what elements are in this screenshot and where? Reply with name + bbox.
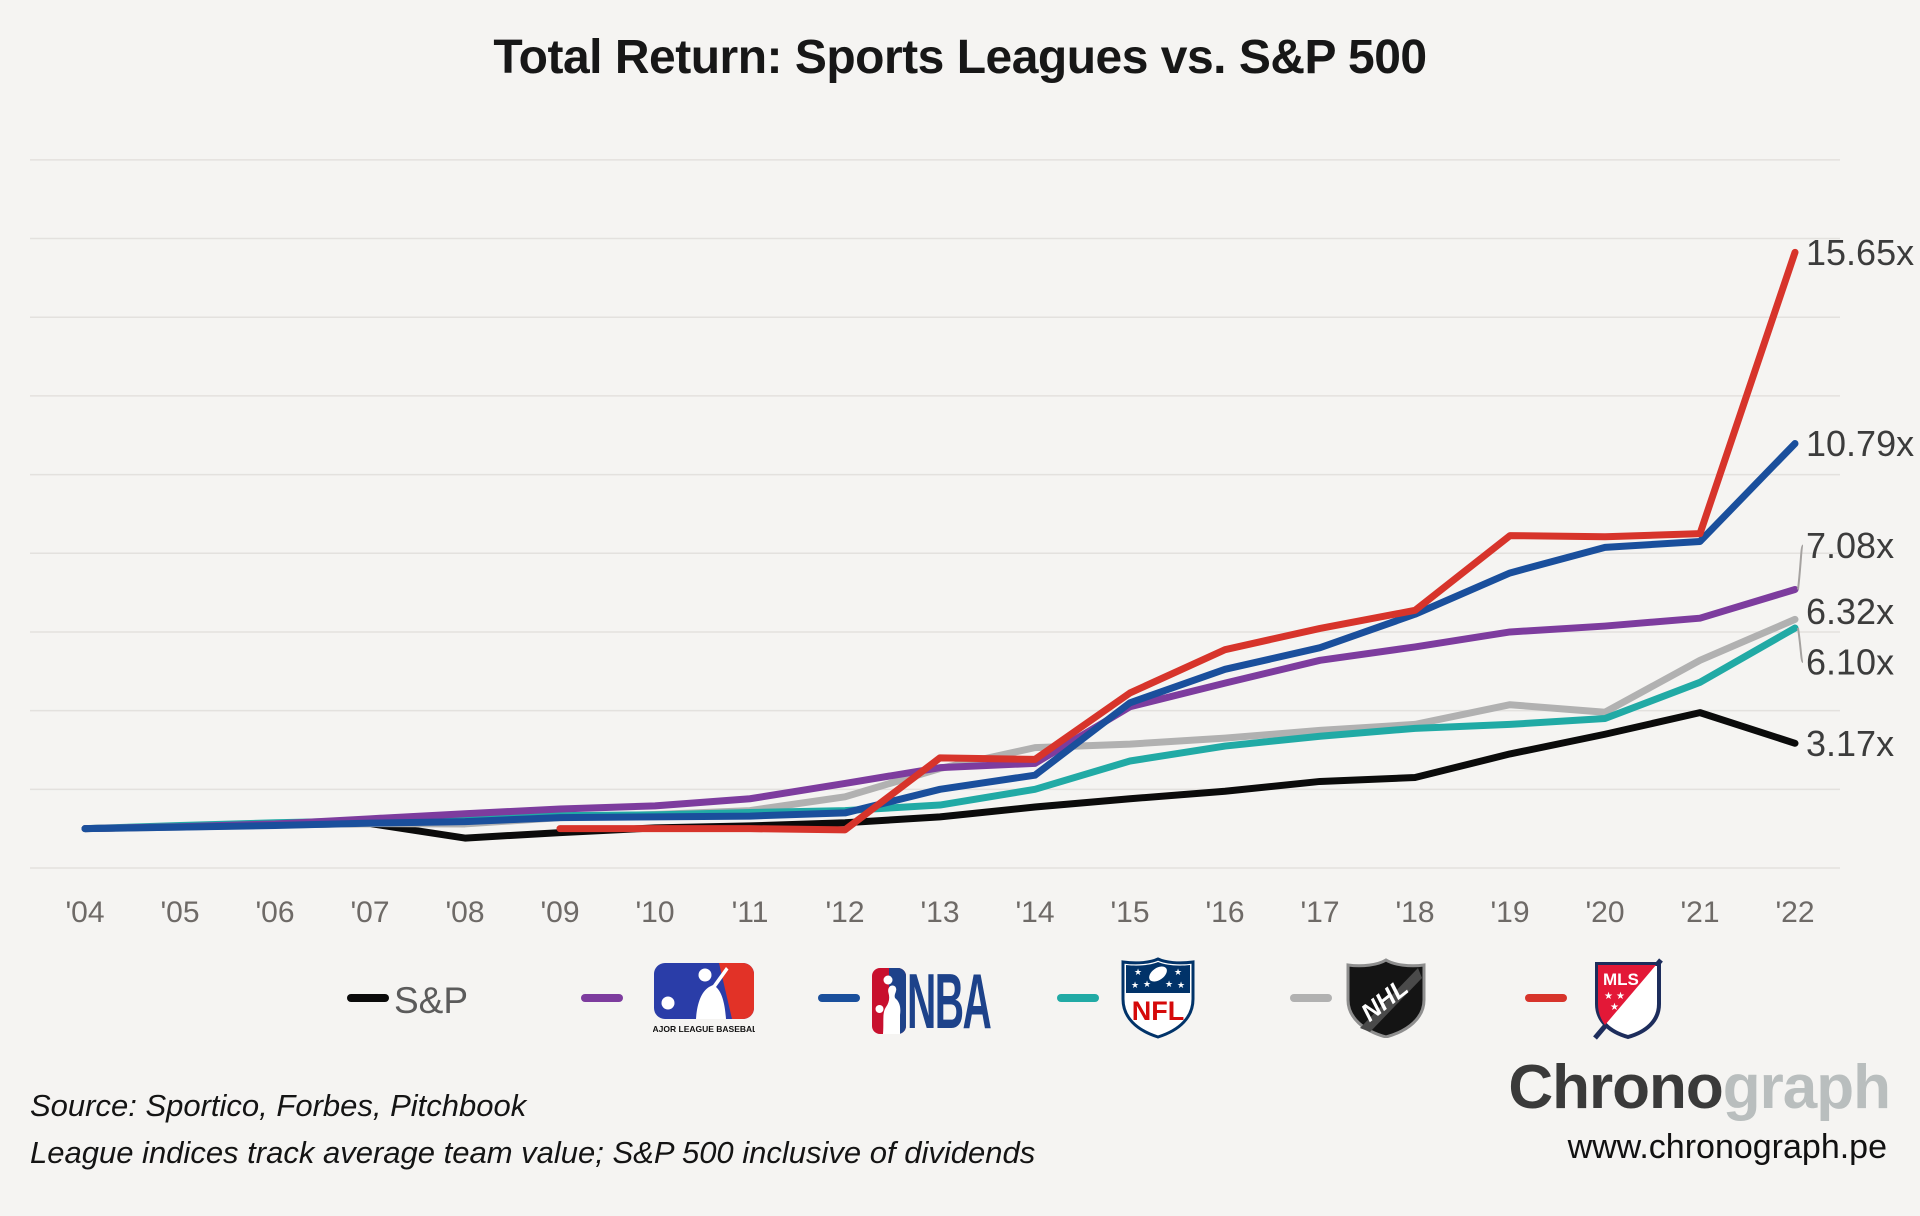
- methodology-note: League indices track average team value;…: [30, 1135, 1036, 1170]
- nba-logo-icon: [872, 968, 906, 1034]
- mls-logo-icon: MLS ★ ★ ★: [1593, 958, 1663, 1040]
- x-tick-label: '06: [255, 896, 294, 929]
- nhl-logo-icon: NHL: [1346, 958, 1426, 1038]
- x-tick-label: '18: [1395, 896, 1434, 929]
- end-label-mlb: 7.08x: [1806, 525, 1894, 566]
- x-tick-label: '10: [635, 896, 674, 929]
- footer-notes: Source: Sportico, Forbes, Pitchbook Leag…: [30, 1082, 1035, 1176]
- mlb-logo-icon: MAJOR LEAGUE BASEBALL: [653, 963, 755, 1034]
- x-tick-label: '16: [1205, 896, 1244, 929]
- svg-text:★: ★: [1165, 979, 1173, 989]
- x-tick-label: '21: [1680, 896, 1719, 929]
- x-tick-label: '08: [445, 896, 484, 929]
- brand-wordmark: Chronograph: [1508, 1052, 1891, 1123]
- svg-text:★: ★: [1177, 980, 1185, 990]
- x-tick-label: '13: [920, 896, 959, 929]
- brand-url: www.chronograph.pe: [1567, 1128, 1887, 1166]
- svg-text:★: ★: [1610, 1002, 1619, 1013]
- line-mlb: [81, 585, 1799, 833]
- svg-text:★: ★: [1616, 991, 1625, 1002]
- svg-text:★: ★: [1174, 967, 1182, 977]
- svg-text:★: ★: [1134, 967, 1142, 977]
- nba-logo: NBA: [871, 962, 1067, 1040]
- x-tick-label: '04: [65, 896, 104, 929]
- x-tick-label: '05: [160, 896, 199, 929]
- chart-title: Total Return: Sports Leagues vs. S&P 500: [493, 31, 1427, 84]
- brand-wordmark-light: graph: [1722, 1053, 1891, 1122]
- x-tick-label: '22: [1775, 896, 1814, 929]
- end-label-mls: 15.65x: [1806, 232, 1914, 273]
- svg-text:★: ★: [1143, 979, 1151, 989]
- legend-dash-nba: [818, 994, 860, 1002]
- legend-dash-mlb: [581, 994, 623, 1002]
- end-label-nfl: 6.10x: [1806, 642, 1894, 683]
- x-tick-label: '11: [732, 896, 769, 929]
- brand-wordmark-dark: Chrono: [1508, 1053, 1723, 1122]
- x-tick-label: '15: [1110, 896, 1149, 929]
- mlb-logo-caption: MAJOR LEAGUE BASEBALL: [653, 1024, 755, 1034]
- nba-logo-wordmark: NBA: [907, 957, 992, 1045]
- end-label-nhl: 6.32x: [1806, 591, 1894, 632]
- line-mls: [556, 248, 1799, 834]
- mls-logo-text: MLS: [1603, 970, 1639, 989]
- nfl-logo-icon: ★ ★ ★ ★ ★ ★ NFL: [1121, 957, 1195, 1039]
- x-tick-label: '12: [825, 896, 864, 929]
- svg-text:★: ★: [1131, 980, 1139, 990]
- nfl-logo-text: NFL: [1132, 996, 1184, 1026]
- legend-dash-nfl: [1057, 994, 1099, 1002]
- end-label-nba: 10.79x: [1806, 423, 1914, 464]
- x-tick-label: '20: [1585, 896, 1624, 929]
- x-tick-label: '14: [1015, 896, 1054, 929]
- x-tick-label: '17: [1300, 896, 1339, 929]
- x-tick-label: '19: [1490, 896, 1529, 929]
- source-note: Source: Sportico, Forbes, Pitchbook: [30, 1088, 527, 1123]
- legend-label-sp: S&P: [394, 980, 469, 1021]
- legend-dash-sp: [347, 994, 389, 1002]
- legend-dash-mls: [1525, 994, 1567, 1002]
- svg-text:★: ★: [1604, 991, 1613, 1002]
- end-label-leader: [1797, 627, 1804, 664]
- line-nfl: [81, 624, 1799, 833]
- line-nba: [81, 440, 1799, 833]
- end-label-sp: 3.17x: [1806, 723, 1894, 764]
- x-tick-label: '07: [350, 896, 389, 929]
- legend-dash-nhl: [1290, 994, 1332, 1002]
- x-tick-label: '09: [540, 896, 579, 929]
- end-label-leader: [1797, 544, 1804, 590]
